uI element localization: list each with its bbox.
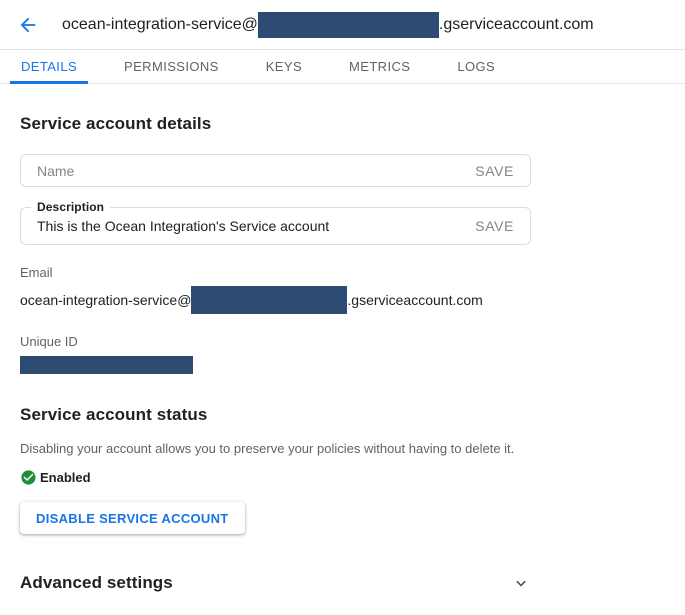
status-section-heading: Service account status — [20, 405, 208, 424]
tab-metrics[interactable]: METRICS — [338, 50, 421, 83]
description-field: Description SAVE — [20, 200, 531, 245]
email-value-suffix: .gserviceaccount.com — [347, 292, 483, 308]
tab-details-label: DETAILS — [21, 59, 78, 74]
description-input[interactable] — [37, 218, 464, 234]
main-content: Service account details SAVE Description… — [0, 114, 685, 593]
tab-bar: DETAILS PERMISSIONS KEYS METRICS LOGS — [0, 50, 685, 84]
redaction-box — [191, 286, 348, 314]
tab-keys[interactable]: KEYS — [255, 50, 313, 83]
unique-id-label: Unique ID — [20, 334, 78, 349]
tab-permissions-label: PERMISSIONS — [124, 59, 219, 74]
name-field: SAVE — [20, 154, 531, 187]
tab-logs-label: LOGS — [457, 59, 496, 74]
page-title-prefix: ocean-integration-service@ — [62, 15, 258, 33]
tab-permissions[interactable]: PERMISSIONS — [113, 50, 230, 83]
page-title-suffix: .gserviceaccount.com — [438, 15, 594, 33]
name-input[interactable] — [37, 162, 464, 179]
email-value-prefix: ocean-integration-service@ — [20, 292, 192, 308]
tab-details[interactable]: DETAILS — [10, 50, 89, 84]
back-button[interactable] — [15, 12, 41, 38]
description-save-button[interactable]: SAVE — [475, 218, 514, 234]
status-row: Enabled — [20, 469, 665, 486]
status-description: Disabling your account allows you to pre… — [20, 441, 515, 456]
description-field-label: Description — [31, 200, 111, 214]
redaction-box — [257, 11, 439, 38]
tab-metrics-label: METRICS — [349, 59, 411, 74]
advanced-settings-toggle[interactable]: Advanced settings — [20, 573, 531, 593]
email-value: ocean-integration-service@ .gserviceaccou… — [20, 286, 665, 314]
name-save-button[interactable]: SAVE — [475, 162, 514, 179]
tab-keys-label: KEYS — [265, 59, 303, 74]
check-circle-icon — [20, 469, 37, 486]
email-label: Email — [20, 265, 53, 280]
status-badge: Enabled — [40, 470, 91, 485]
page-header: ocean-integration-service@ .gserviceaccou… — [0, 0, 685, 50]
advanced-settings-heading: Advanced settings — [20, 573, 173, 592]
disable-service-account-button[interactable]: DISABLE SERVICE ACCOUNT — [20, 502, 245, 534]
tab-logs[interactable]: LOGS — [446, 50, 506, 83]
chevron-down-icon — [511, 573, 531, 593]
expand-button[interactable] — [511, 573, 531, 593]
details-section-heading: Service account details — [20, 114, 212, 133]
redaction-box — [20, 356, 193, 374]
arrow-left-icon — [17, 14, 39, 36]
page-title: ocean-integration-service@ .gserviceaccou… — [62, 11, 594, 38]
